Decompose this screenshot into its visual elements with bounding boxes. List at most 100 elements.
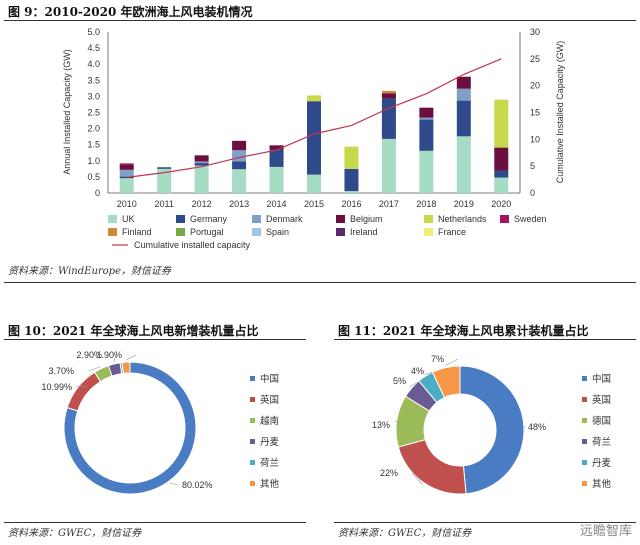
legend-label-uk: UK	[122, 214, 135, 224]
legend-label: 德国	[592, 415, 611, 427]
legend-swatch-ireland	[336, 228, 345, 236]
legend-swatch-finland	[108, 228, 117, 236]
donut-data-label: 4%	[411, 366, 424, 376]
donut-data-label: 7%	[431, 354, 444, 364]
y-tick-label: 1.5	[87, 140, 100, 150]
legend-label-denmark: Denmark	[266, 214, 303, 224]
bar-belgium-2012	[194, 155, 209, 162]
bar-uk-2019	[456, 136, 471, 193]
legend-swatch-4	[250, 460, 255, 465]
x-tick-label: 2017	[379, 199, 399, 209]
bar-belgium-2013	[232, 140, 247, 151]
legend-swatch-3	[582, 439, 587, 444]
figure-9-title: 图 9：2010-2020 年欧洲海上风电装机情况	[8, 5, 253, 19]
legend-swatch-france	[424, 228, 433, 236]
bar-belgium-2019	[456, 76, 471, 89]
legend-swatch-belgium	[336, 215, 345, 223]
bar-denmark-2012	[194, 161, 209, 164]
legend-swatch-5	[582, 481, 587, 486]
bar-denmark-2019	[456, 88, 471, 101]
donut-slice-5	[121, 361, 131, 374]
donut-data-label: 5%	[393, 376, 406, 386]
bar-netherlands-2016	[344, 146, 359, 169]
bar-uk-2015	[307, 174, 321, 193]
legend-swatch-1	[582, 397, 587, 402]
donut-data-label: 13%	[372, 420, 390, 430]
legend-label-spain: Spain	[266, 227, 289, 237]
watermark-text: 远瞻智库	[579, 524, 632, 539]
legend-label: 英国	[592, 394, 611, 406]
legend-label-cumulative: Cumulative installed capacity	[134, 240, 251, 250]
figure-10-source: 资料来源：GWEC，财信证券	[8, 528, 142, 539]
leader-line	[113, 354, 117, 363]
bar-germany-2014	[269, 149, 284, 167]
legend-label-finland: Finland	[122, 227, 152, 237]
legend-swatch-5	[250, 481, 255, 486]
figure-11-title-rule	[334, 339, 636, 340]
leader-line	[125, 354, 137, 361]
legend-swatch-netherlands	[424, 215, 433, 223]
legend-swatch-germany	[176, 215, 185, 223]
legend-swatch-spain	[252, 228, 261, 236]
leader-line	[87, 366, 101, 372]
donut-data-label: 10.99%	[41, 382, 72, 392]
bar-belgium-2018	[419, 107, 434, 118]
legend-swatch-2	[250, 418, 255, 423]
figure-9-title-rule	[4, 20, 636, 21]
legend-label: 中国	[592, 373, 611, 385]
leader-line	[409, 380, 421, 388]
y-tick-label: 4.5	[87, 43, 100, 53]
leader-line	[411, 472, 423, 485]
figure-11-title: 图 11：2021 年全球海上风电累计装机量占比	[338, 324, 589, 338]
figure-9-source-rule	[4, 282, 636, 283]
legend-label-ireland: Ireland	[350, 227, 378, 237]
x-tick-label: 2015	[304, 199, 324, 209]
donut-slice-5	[431, 365, 461, 399]
y-tick-label: 0.5	[87, 172, 100, 182]
figure-11-source-rule	[334, 522, 636, 523]
y-tick-label: 0	[95, 188, 100, 198]
bar-uk-2012	[194, 165, 209, 193]
y2-axis-label: Cumulative Installed Capacity (GW)	[555, 41, 565, 184]
legend-label-netherlands: Netherlands	[438, 214, 487, 224]
donut-data-label: 2.90%	[76, 350, 102, 360]
y2-tick-label: 0	[530, 188, 535, 198]
cumulative-capacity-line	[126, 58, 502, 178]
bar-netherlands-2020	[494, 99, 509, 148]
legend-swatch-4	[582, 460, 587, 465]
legend-label: 越南	[260, 415, 279, 427]
bar-uk-2017	[381, 138, 396, 193]
bar-uk-2016	[344, 191, 359, 193]
bar-germany-2016	[344, 168, 359, 192]
y-tick-label: 2.5	[87, 108, 100, 118]
legend-label: 其他	[260, 478, 280, 490]
legend-label: 丹麦	[260, 436, 280, 448]
bar-uk-2013	[232, 169, 247, 193]
y-axis-label: Annual Installed Capacity (GW)	[62, 49, 72, 175]
leader-line	[394, 420, 405, 426]
donut-data-label: 3.70%	[48, 366, 74, 376]
bar-germany-2019	[456, 100, 471, 137]
y-tick-label: 3.5	[87, 75, 100, 85]
legend-swatch-sweden	[500, 215, 509, 223]
legend-label-france: France	[438, 227, 466, 237]
donut-data-label: 22%	[380, 468, 398, 478]
leader-line	[76, 386, 87, 388]
legend-label: 荷兰	[592, 436, 611, 448]
y2-tick-label: 30	[530, 27, 540, 37]
bar-belgium-2010	[119, 164, 134, 170]
legend-swatch-1	[250, 397, 255, 402]
x-tick-label: 2020	[491, 199, 511, 209]
bar-uk-2010	[119, 178, 134, 193]
x-tick-label: 2018	[416, 199, 436, 209]
bar-uk-2011	[157, 168, 172, 193]
x-tick-label: 2016	[341, 199, 361, 209]
legend-label: 其他	[592, 478, 612, 490]
legend-label-portugal: Portugal	[190, 227, 224, 237]
donut-slice-1	[397, 438, 467, 495]
y2-tick-label: 15	[530, 108, 540, 118]
legend-swatch-0	[250, 376, 255, 381]
bar-germany-2018	[419, 119, 434, 151]
y-tick-label: 2.0	[87, 124, 100, 134]
